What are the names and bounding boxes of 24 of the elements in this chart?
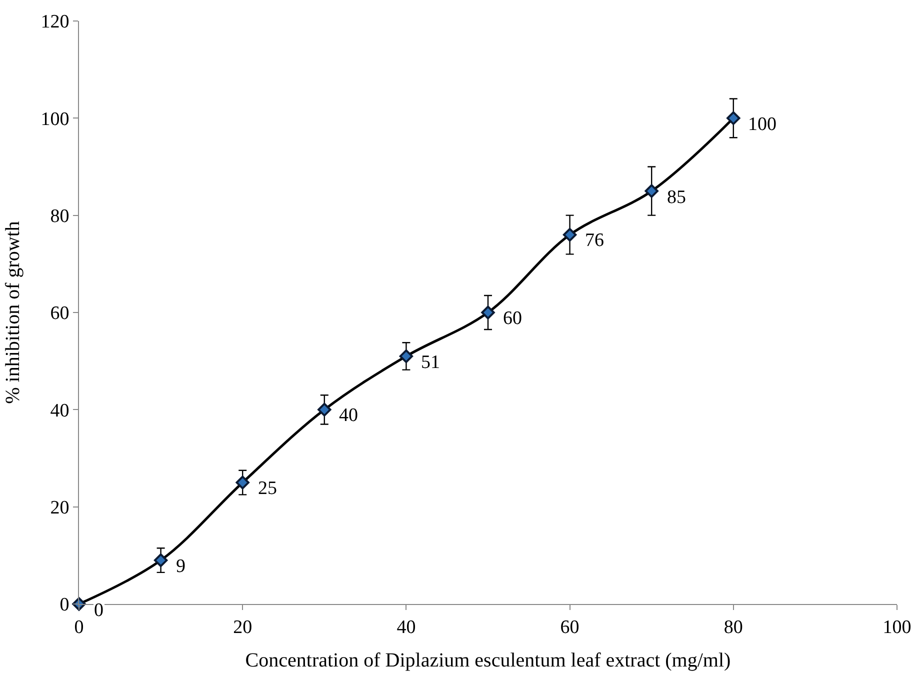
y-tick-label: 60 — [50, 303, 70, 324]
x-axis-title: Concentration of Diplazium esculentum leaf extract (mg/ml) — [245, 649, 731, 672]
data-label: 85 — [667, 187, 686, 208]
data-label: 76 — [585, 230, 604, 251]
data-label: 51 — [421, 352, 440, 373]
data-label: 60 — [503, 308, 522, 329]
y-tick-label: 0 — [60, 594, 70, 616]
x-tick-label: 20 — [233, 616, 252, 638]
data-label: 9 — [176, 556, 186, 577]
x-tick-label: 60 — [560, 616, 580, 638]
x-tick-label: 0 — [74, 616, 84, 638]
x-tick-label: 80 — [724, 616, 743, 638]
x-tick-label: 40 — [396, 616, 416, 638]
data-label: 25 — [258, 478, 277, 499]
data-label: 40 — [339, 405, 358, 426]
y-tick-label: 120 — [40, 12, 70, 33]
y-tick-label: 100 — [40, 108, 70, 130]
y-tick-label: 20 — [50, 497, 70, 518]
y-axis-title: % inhibition of growth — [2, 221, 24, 404]
data-label: 100 — [748, 114, 776, 135]
data-label: 0 — [94, 600, 104, 621]
x-tick-label: 100 — [882, 616, 912, 638]
y-tick-label: 40 — [50, 400, 70, 422]
y-tick-label: 80 — [50, 206, 70, 227]
